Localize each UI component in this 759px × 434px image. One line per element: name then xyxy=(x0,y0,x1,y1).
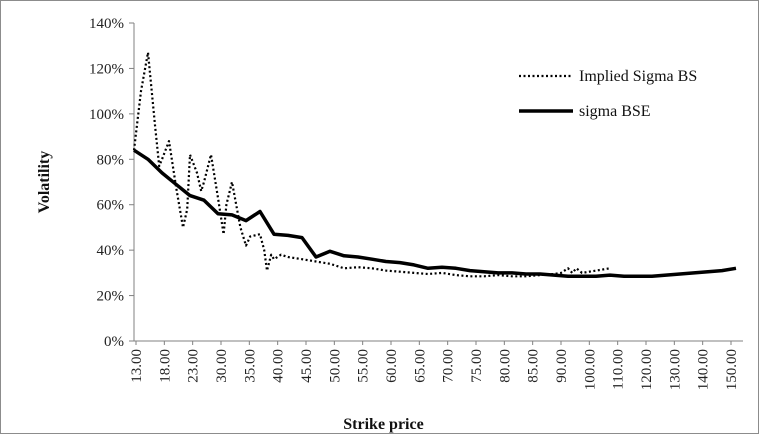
x-tick-label: 70.00 xyxy=(441,349,457,383)
plot-area xyxy=(133,23,743,342)
y-tick-label: 120% xyxy=(89,61,124,77)
y-tick-label: 80% xyxy=(97,152,125,168)
x-tick-label: 80.00 xyxy=(497,349,513,383)
x-tick-label: 85.00 xyxy=(526,349,542,383)
x-tick-label: 130.00 xyxy=(667,349,683,390)
x-tick-label: 13.00 xyxy=(129,349,145,383)
x-tick-label: 140.00 xyxy=(696,349,712,390)
x-tick-label: 50.00 xyxy=(327,349,343,383)
x-tick-label: 65.00 xyxy=(412,349,428,383)
x-tick-label: 150.00 xyxy=(724,349,740,390)
y-tick-label: 60% xyxy=(97,198,125,214)
x-tick-label: 110.00 xyxy=(611,349,627,390)
series-line-sigma-bse xyxy=(133,148,737,279)
x-axis-ticks: 13.00 18.00 23.00 30.00 35.00 40.00 45.00 50.00… xyxy=(129,341,740,390)
y-axis-title: Volatility xyxy=(36,151,53,214)
y-tick-label: 20% xyxy=(97,289,125,305)
series-layer xyxy=(132,51,737,279)
x-tick-label: 30.00 xyxy=(214,349,230,383)
y-tick-label: 40% xyxy=(97,243,125,259)
series-line-implied-sigma-bs xyxy=(132,51,611,278)
y-tick-label: 140% xyxy=(89,16,124,32)
legend-label: Implied Sigma BS xyxy=(579,68,697,85)
x-tick-label: 120.00 xyxy=(639,349,655,390)
x-tick-label: 35.00 xyxy=(242,349,258,383)
y-tick-label: 100% xyxy=(89,107,124,123)
x-axis-title: Strike price xyxy=(343,416,423,433)
y-tick-label: 0% xyxy=(104,334,124,350)
x-tick-label: 23.00 xyxy=(186,349,202,383)
x-tick-label: 75.00 xyxy=(469,349,485,383)
x-tick-label: 18.00 xyxy=(157,349,173,383)
legend: Implied Sigma BS sigma BSE xyxy=(519,68,697,120)
x-tick-label: 45.00 xyxy=(299,349,315,383)
x-tick-label: 60.00 xyxy=(384,349,400,383)
x-tick-label: 100.00 xyxy=(582,349,598,390)
x-tick-label: 55.00 xyxy=(356,349,372,383)
x-tick-label: 90.00 xyxy=(554,349,570,383)
legend-label: sigma BSE xyxy=(579,103,651,120)
x-tick-label: 40.00 xyxy=(271,349,287,383)
y-axis-ticks: 0% 20% 40% 60% 80% 100% 120% 140% xyxy=(89,16,134,350)
